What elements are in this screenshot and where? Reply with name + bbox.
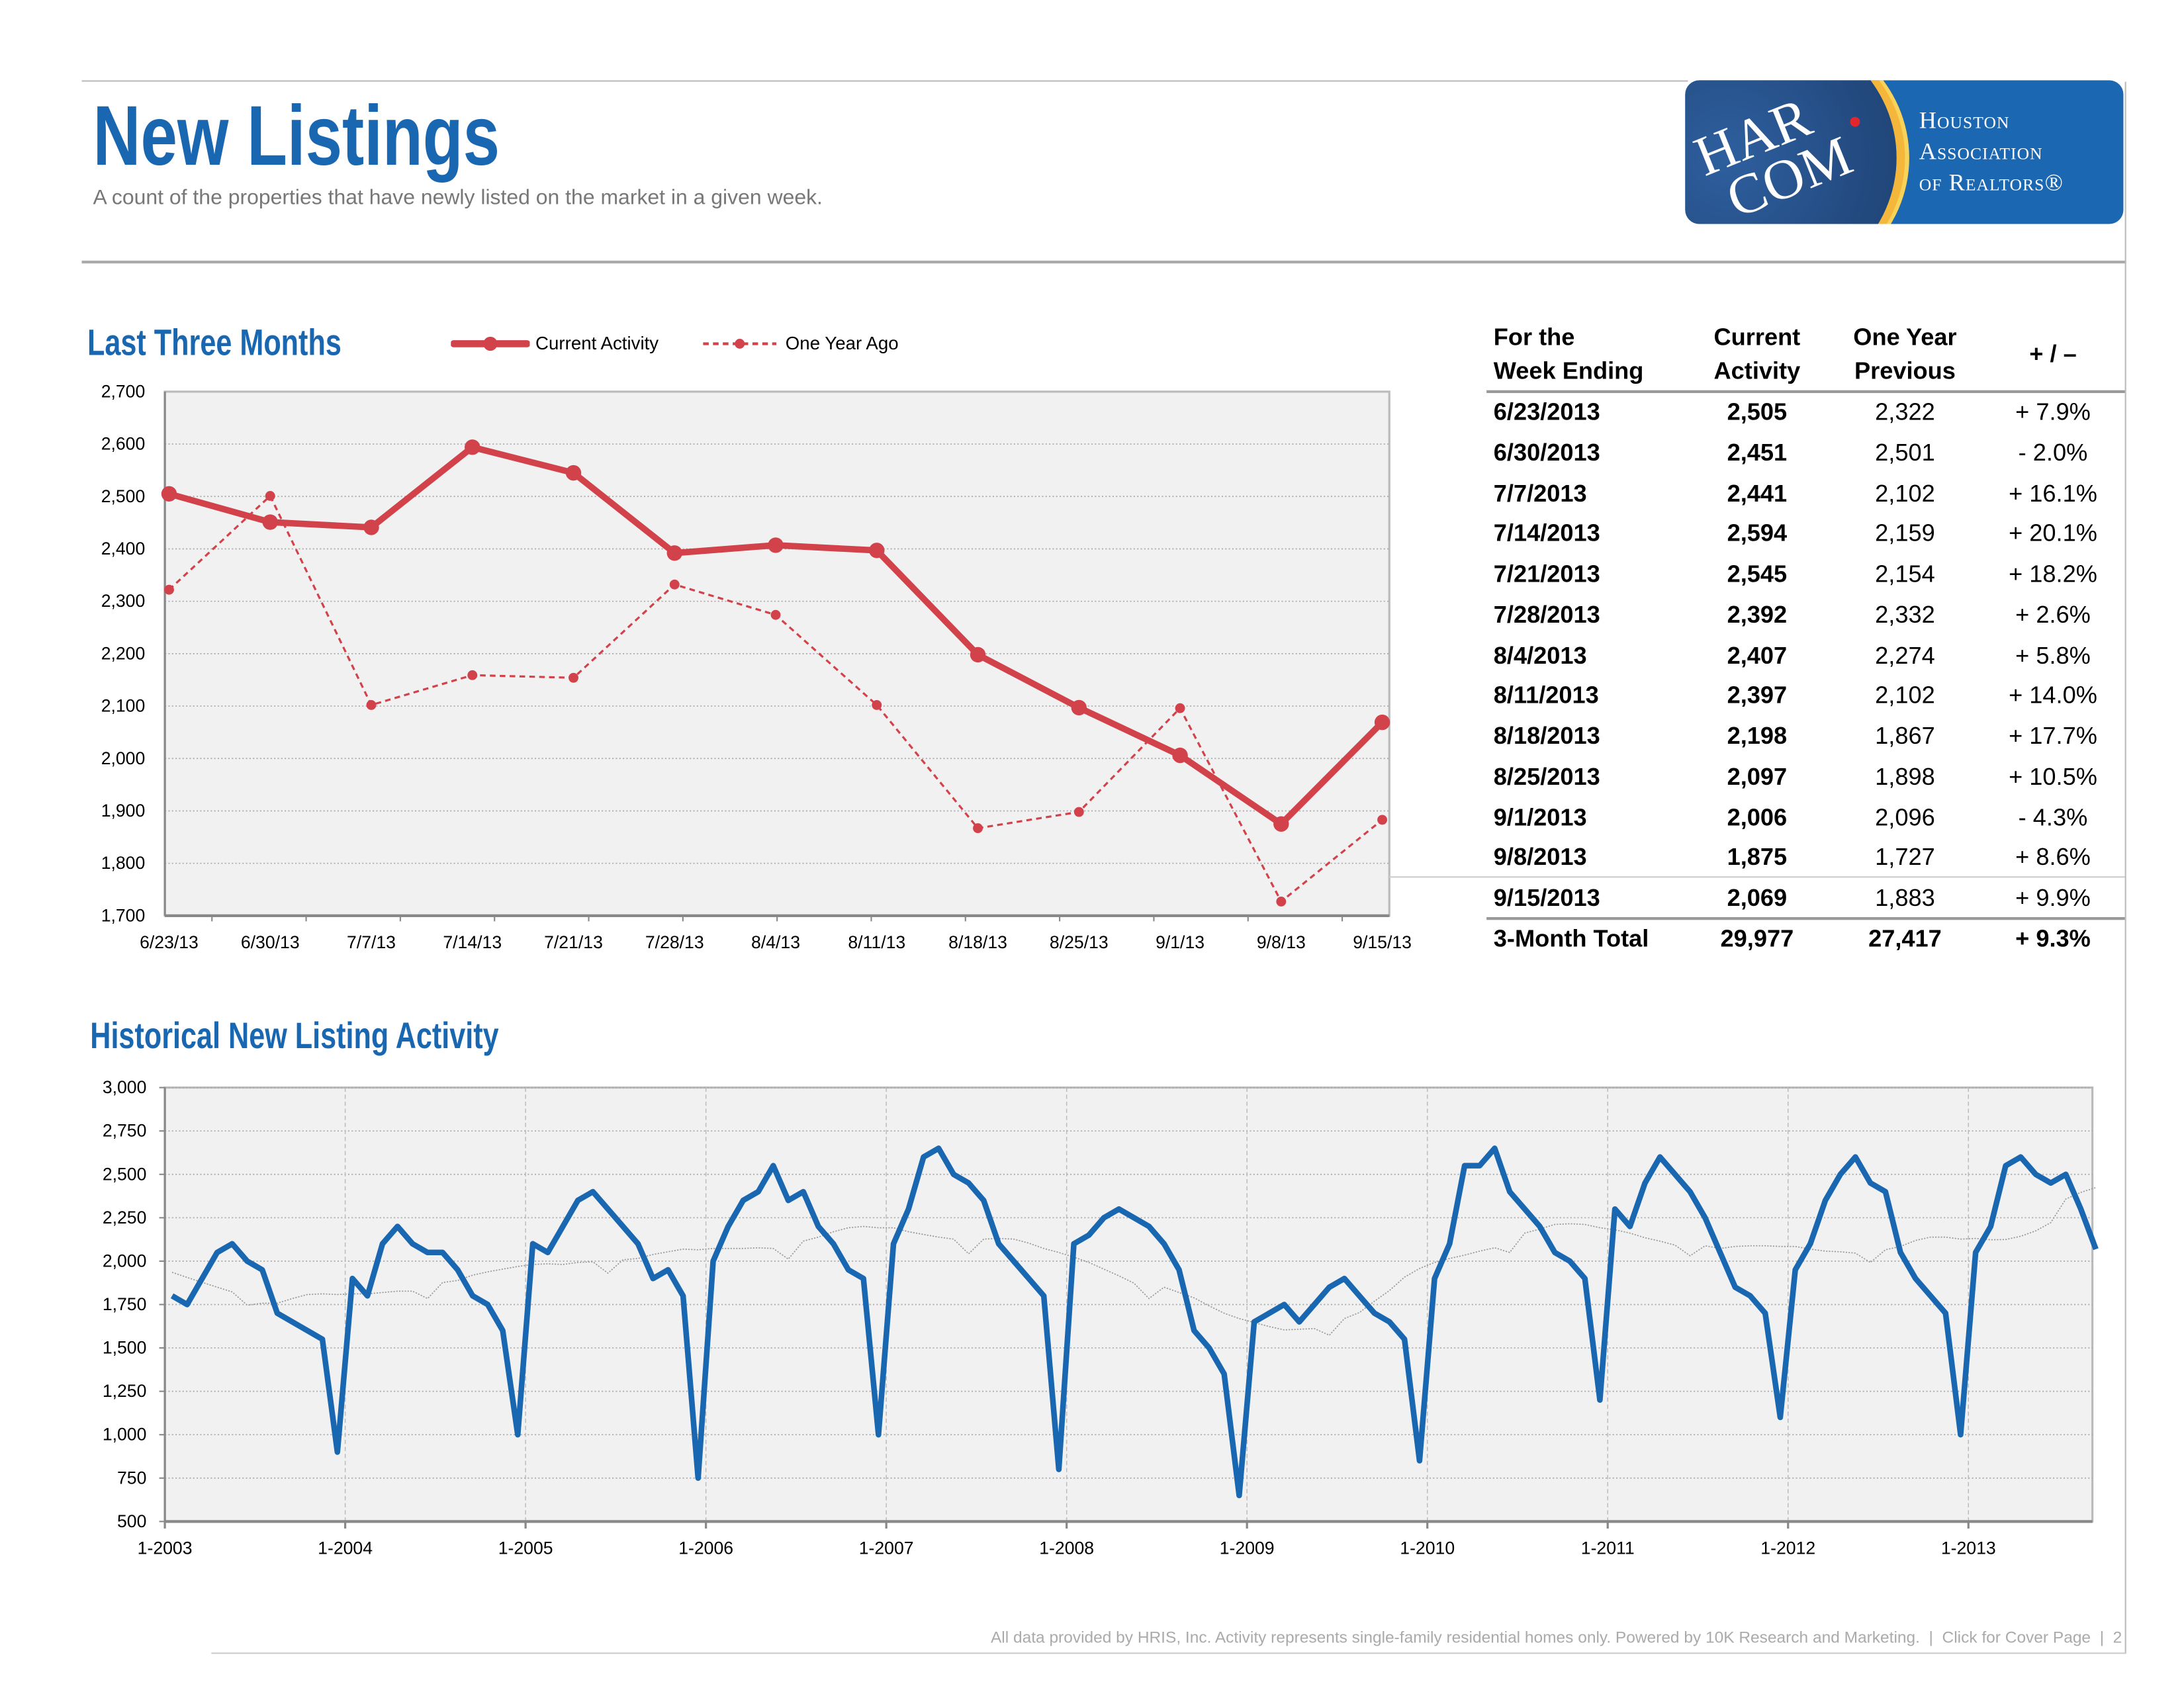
y-tick-label: 2,750 [103,1121,147,1141]
y-tick-label: 500 [117,1511,146,1531]
y-tick-label: 1,250 [103,1381,147,1401]
y-tick-label: 1,750 [103,1294,147,1314]
y-tick-label: 2,500 [103,1164,147,1184]
x-tick-label: 1-2006 [678,1538,733,1558]
footer: All data provided by HRIS, Inc. Activity… [211,1630,2122,1647]
y-tick-label: 1,500 [103,1338,147,1358]
footer-rule [211,1652,2126,1654]
x-tick-label: 1-2013 [1941,1538,1996,1558]
x-tick-label: 1-2011 [1581,1538,1635,1558]
cover-page-link[interactable]: Click for Cover Page [1942,1630,2091,1647]
x-tick-label: 1-2010 [1400,1538,1455,1558]
footer-note: All data provided by HRIS, Inc. Activity… [991,1630,1920,1647]
page-number: 2 [2113,1630,2122,1647]
y-tick-label: 1,000 [103,1425,147,1444]
x-tick-label: 1-2008 [1039,1538,1094,1558]
y-tick-label: 2,000 [103,1251,147,1270]
x-tick-label: 1-2007 [859,1538,914,1558]
y-tick-label: 2,250 [103,1208,147,1227]
x-tick-label: 1-2004 [318,1538,373,1558]
y-tick-label: 3,000 [103,1077,147,1097]
x-tick-label: 1-2009 [1220,1538,1275,1558]
x-tick-label: 1-2012 [1760,1538,1815,1558]
x-tick-label: 1-2003 [138,1538,193,1558]
history-chart: 500 750 1,000 1,250 1,500 1,750 2,000 2,250 2,50… [0,0,2184,1578]
x-tick-label: 1-2005 [498,1538,553,1558]
y-tick-label: 750 [117,1468,146,1488]
